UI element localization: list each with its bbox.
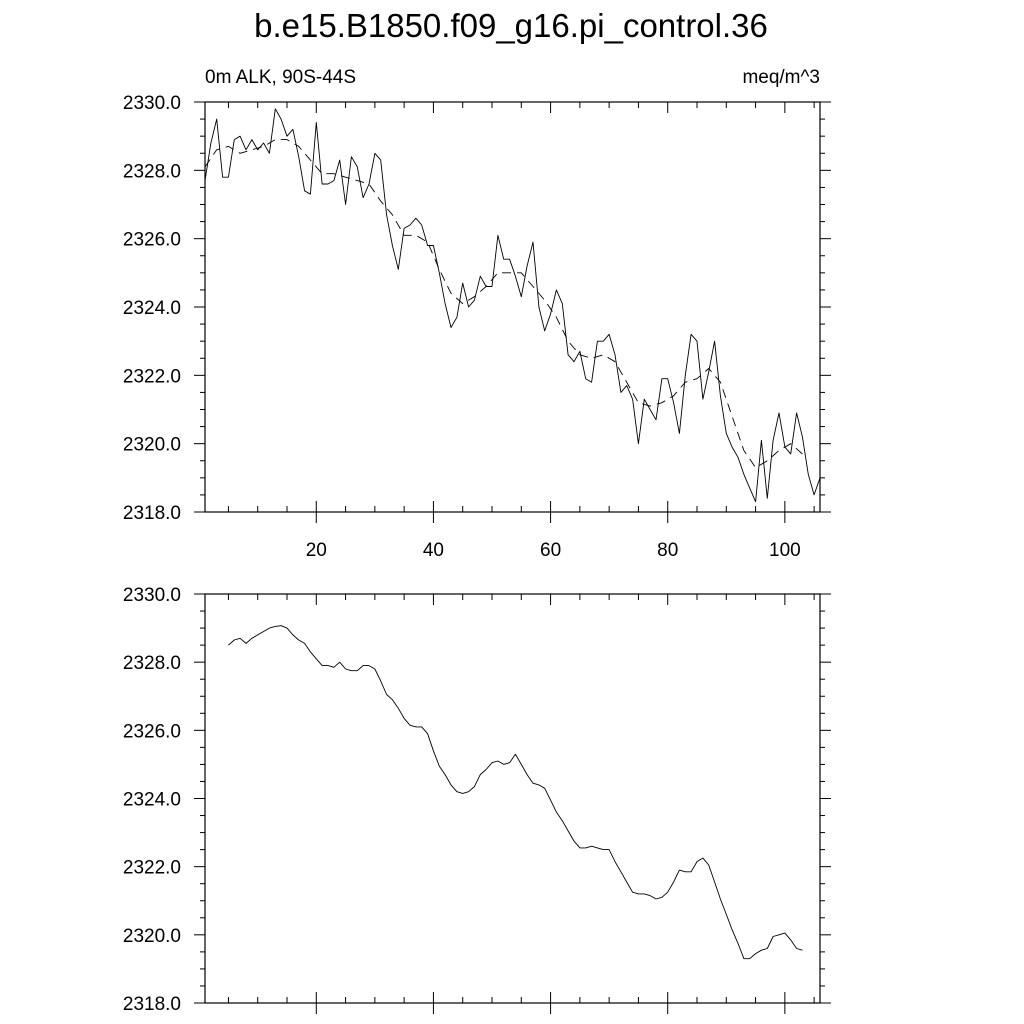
x-tick-label: 20 xyxy=(306,540,327,561)
plot-frame xyxy=(204,101,821,513)
bottom-panel: 2318.0 2320.0 2322.0 2324.0 2326.0 2328.0 2330… xyxy=(123,585,831,1015)
chart-title: b.e15.B1850.f09_g16.pi_control.36 xyxy=(254,7,768,44)
y-tick-label: 2322.0 xyxy=(123,366,181,387)
y-tick-label: 2318.0 xyxy=(123,503,181,524)
y-tick-label: 2330.0 xyxy=(123,93,181,114)
y-tick-label: 2330.0 xyxy=(123,585,181,606)
y-tick-label: 2320.0 xyxy=(123,435,181,456)
y-tick-label: 2320.0 xyxy=(123,926,181,947)
plot-frame xyxy=(204,593,821,1004)
y-tick-label: 2318.0 xyxy=(123,994,181,1015)
y-tick-label: 2322.0 xyxy=(123,858,181,879)
x-tick-label: 40 xyxy=(423,540,444,561)
x-tick-label: 100 xyxy=(769,540,801,561)
subtitle-right: meq/m^3 xyxy=(742,67,820,88)
series-line xyxy=(204,108,821,503)
subtitle-left: 0m ALK, 90S-44S xyxy=(205,67,356,88)
y-tick-label: 2328.0 xyxy=(123,161,181,182)
y-tick-label: 2326.0 xyxy=(123,230,181,251)
top-panel: 20 40 60 80 100 2318.0 2320.0 2322.0 2324.0 2326.… xyxy=(123,93,831,561)
series-line xyxy=(228,625,803,960)
y-tick-label: 2328.0 xyxy=(123,653,181,674)
x-tick-label: 60 xyxy=(540,540,561,561)
x-tick-label: 80 xyxy=(657,540,678,561)
smoothed-series-line xyxy=(204,139,803,469)
y-tick-label: 2324.0 xyxy=(123,790,181,811)
y-tick-label: 2324.0 xyxy=(123,298,181,319)
y-tick-label: 2326.0 xyxy=(123,721,181,742)
